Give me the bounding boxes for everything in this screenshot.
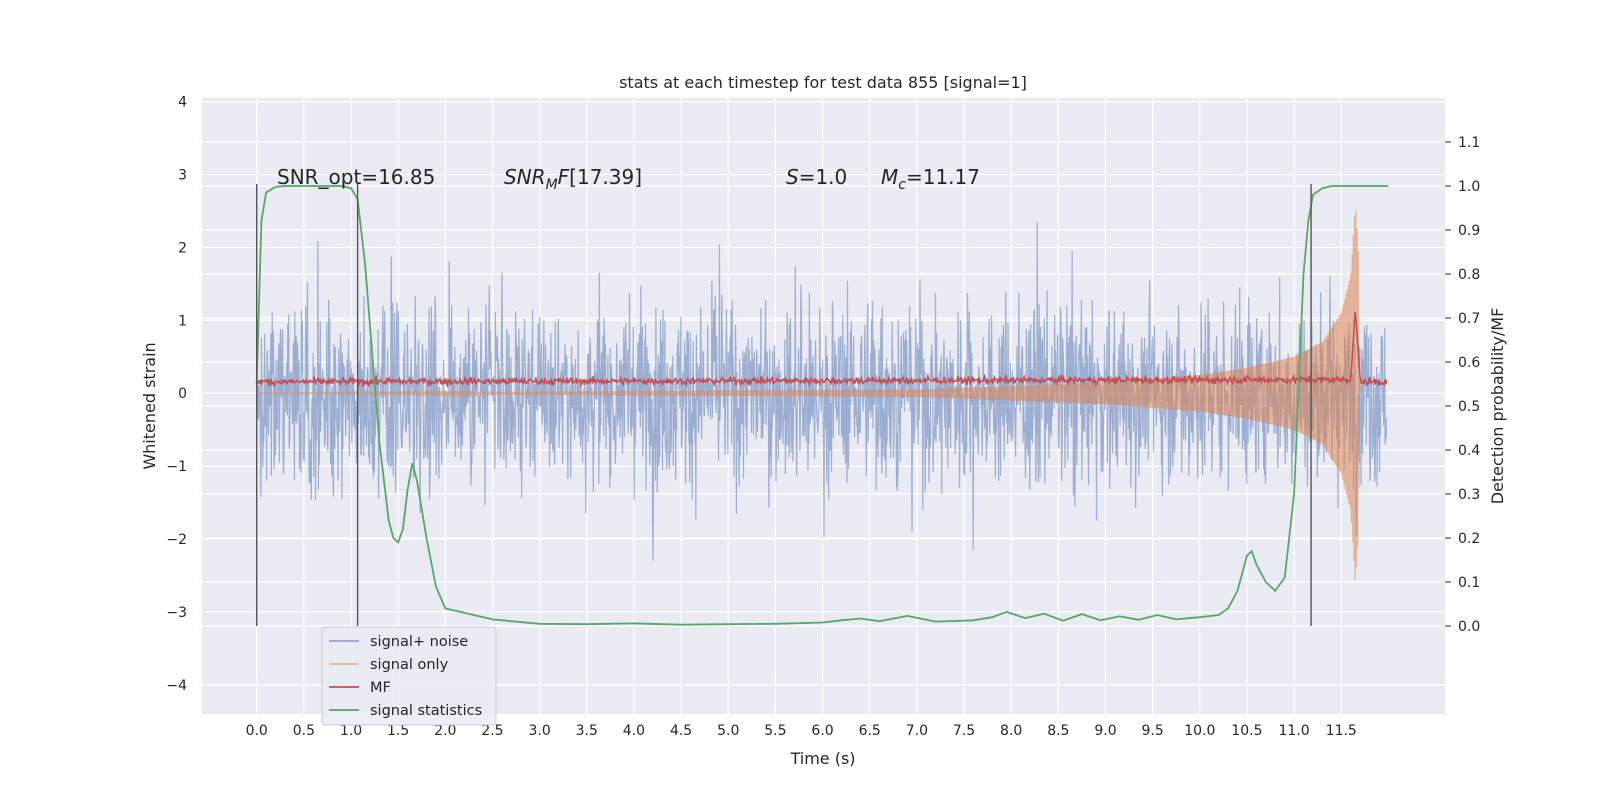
x-tick-label: 0.5 xyxy=(293,723,315,739)
left-y-tick-label: −1 xyxy=(166,459,187,475)
left-y-tick-label: 2 xyxy=(178,240,187,256)
series-signal-only xyxy=(256,210,1361,580)
x-tick-label: 2.5 xyxy=(481,723,503,739)
legend-box xyxy=(321,626,497,726)
x-tick-label: 11.0 xyxy=(1279,723,1310,739)
x-tick-label: 6.0 xyxy=(811,723,833,739)
x-tick-label: 11.5 xyxy=(1326,723,1357,739)
right-y-tick-label: 0.1 xyxy=(1458,575,1480,591)
x-tick-label: 1.5 xyxy=(387,723,409,739)
legend-label-signal-noise: signal+ noise xyxy=(370,634,468,650)
left-y-tick-label: −3 xyxy=(166,605,187,621)
right-y-axis-ticks: 0.0 0.1 0.2 0.3 0.4 0.5 0.6 0.7 0.8 0.9 1.0 1.1 xyxy=(1445,135,1480,635)
right-y-tick-label: 1.1 xyxy=(1458,135,1480,151)
annotation-mc-value: =11.17 xyxy=(906,165,980,189)
left-y-tick-label: 0 xyxy=(178,386,187,402)
legend-label-signal-statistics: signal statistics xyxy=(370,703,482,719)
right-y-axis-label: Detection probability/MF xyxy=(1488,308,1507,505)
x-tick-label: 6.5 xyxy=(859,723,881,739)
right-y-tick-label: 0.4 xyxy=(1458,443,1480,459)
chart-title: stats at each timestep for test data 855… xyxy=(619,73,1027,92)
x-tick-label: 3.0 xyxy=(528,723,550,739)
series-layer xyxy=(255,185,1389,626)
left-y-tick-label: 1 xyxy=(178,313,187,329)
x-tick-label: 3.5 xyxy=(576,723,598,739)
legend-label-signal-only: signal only xyxy=(370,657,449,673)
x-tick-label: 7.5 xyxy=(953,723,975,739)
x-tick-label: 1.0 xyxy=(340,723,362,739)
x-tick-label: 9.5 xyxy=(1142,723,1164,739)
right-y-tick-label: 0.9 xyxy=(1458,223,1480,239)
x-axis-ticks: 0.0 0.5 1.0 1.5 2.0 2.5 3.0 3.5 4.0 4.5 5.0 5.5 6.0 6… xyxy=(246,723,1357,739)
left-y-tick-label: −2 xyxy=(166,532,187,548)
x-tick-label: 0.0 xyxy=(246,723,268,739)
left-y-axis-ticks: −4 −3 −2 −1 0 1 2 3 4 xyxy=(166,95,187,694)
series-signal-statistics xyxy=(255,185,1389,626)
right-y-tick-label: 0.3 xyxy=(1458,487,1480,503)
x-tick-label: 2.0 xyxy=(434,723,456,739)
x-tick-label: 4.5 xyxy=(670,723,692,739)
vertical-markers xyxy=(255,184,1312,626)
x-tick-label: 8.5 xyxy=(1047,723,1069,739)
x-tick-label: 8.0 xyxy=(1000,723,1022,739)
right-y-tick-label: 0.0 xyxy=(1458,619,1480,635)
annotation-snr-mf: SNRMF[17.39] xyxy=(504,165,642,193)
x-tick-label: 5.5 xyxy=(764,723,786,739)
left-y-tick-label: 3 xyxy=(178,168,187,184)
right-y-tick-label: 0.5 xyxy=(1458,399,1480,415)
x-tick-label: 4.0 xyxy=(623,723,645,739)
x-tick-label: 10.5 xyxy=(1231,723,1262,739)
legend: signal+ noise signal only MF signal stat… xyxy=(321,626,497,726)
annotation-s: S=1.0 xyxy=(786,165,847,189)
x-tick-label: 7.0 xyxy=(906,723,928,739)
annotation-snr-opt: SNR_opt=16.85 xyxy=(277,165,435,189)
left-y-tick-label: 4 xyxy=(178,95,187,111)
right-y-tick-label: 0.8 xyxy=(1458,267,1480,283)
right-y-tick-label: 0.2 xyxy=(1458,531,1480,547)
x-tick-label: 5.0 xyxy=(717,723,739,739)
left-y-axis-label: Whitened strain xyxy=(140,342,159,469)
x-tick-label: 10.0 xyxy=(1184,723,1215,739)
x-tick-label: 9.0 xyxy=(1094,723,1116,739)
annotation-s-value: =1.0 xyxy=(799,165,848,189)
right-y-tick-label: 0.6 xyxy=(1458,355,1480,371)
annotation-snr-mf-value: [17.39] xyxy=(569,165,642,189)
legend-label-mf: MF xyxy=(370,680,391,696)
right-y-tick-label: 0.7 xyxy=(1458,311,1480,327)
annotation-mc: Mc=11.17 xyxy=(881,165,980,193)
right-y-tick-label: 1.0 xyxy=(1458,179,1480,195)
left-y-tick-label: −4 xyxy=(166,678,187,694)
series-mf xyxy=(255,311,1388,389)
x-axis-label: Time (s) xyxy=(789,749,855,768)
